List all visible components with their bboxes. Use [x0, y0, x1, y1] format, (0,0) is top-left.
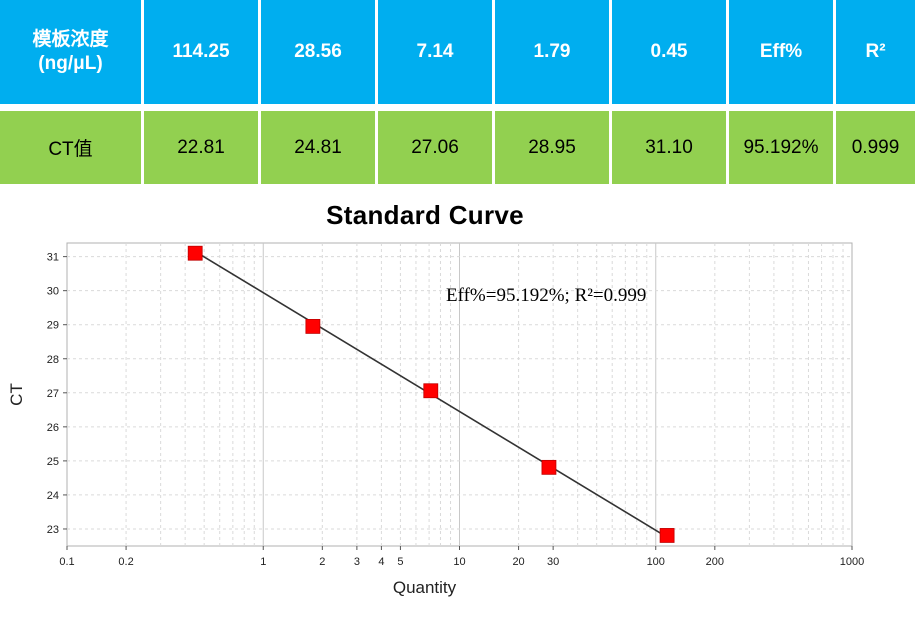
x-tick-label: 4 — [378, 556, 384, 568]
data-point — [423, 383, 439, 399]
ct-cell-7: 0.999 — [836, 111, 915, 184]
fit-annotation: Eff%=95.192%; R²=0.999 — [446, 285, 646, 306]
x-tick-label: 100 — [647, 556, 665, 568]
header-cell-4: 1.79 — [495, 0, 609, 104]
y-tick-label: 26 — [47, 422, 59, 434]
x-tick-label: 10 — [453, 556, 465, 568]
data-point — [541, 459, 557, 475]
header-cell-7: R² — [836, 0, 915, 104]
x-tick-label: 1000 — [840, 556, 864, 568]
header-cell-6: Eff% — [729, 0, 833, 104]
y-tick-label: 23 — [47, 524, 59, 536]
header-cell-1: 114.25 — [144, 0, 258, 104]
x-tick-label: 30 — [547, 556, 559, 568]
ct-cell-2: 24.81 — [261, 111, 375, 184]
ct-cell-6: 95.192% — [729, 111, 833, 184]
y-tick-label: 24 — [47, 490, 59, 502]
x-tick-label: 20 — [512, 556, 524, 568]
data-point — [187, 245, 203, 261]
ct-cell-1: 22.81 — [144, 111, 258, 184]
x-tick-label: 3 — [354, 556, 360, 568]
header-cell-0: 模板浓度 (ng/μL) — [0, 0, 141, 104]
y-axis-label: CT — [7, 383, 26, 406]
y-tick-label: 29 — [47, 320, 59, 332]
x-tick-label: 1 — [260, 556, 266, 568]
data-point — [305, 319, 321, 334]
header-cell-2: 28.56 — [261, 0, 375, 104]
data-point — [659, 528, 675, 543]
y-tick-label: 31 — [47, 252, 59, 264]
ct-cell-4: 28.95 — [495, 111, 609, 184]
y-tick-label: 27 — [47, 388, 59, 400]
x-tick-label: 0.2 — [118, 556, 133, 568]
chart-title: Standard Curve — [326, 200, 524, 230]
y-tick-label: 30 — [47, 286, 59, 298]
header-cell-5: 0.45 — [612, 0, 726, 104]
header-cell-3: 7.14 — [378, 0, 492, 104]
x-tick-label: 200 — [706, 556, 724, 568]
y-tick-label: 28 — [47, 354, 59, 366]
x-tick-label: 0.1 — [59, 556, 74, 568]
x-tick-label: 2 — [319, 556, 325, 568]
ct-cell-3: 27.06 — [378, 111, 492, 184]
y-tick-label: 25 — [47, 456, 59, 468]
x-tick-label: 5 — [397, 556, 403, 568]
ct-cell-0: CT值 — [0, 111, 141, 184]
ct-cell-5: 31.10 — [612, 111, 726, 184]
x-axis-label: Quantity — [393, 578, 457, 597]
